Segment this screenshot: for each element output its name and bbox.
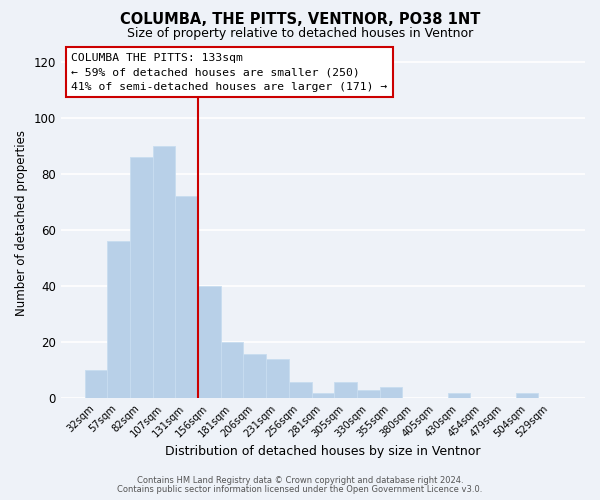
Bar bbox=[357, 390, 380, 398]
Bar bbox=[198, 286, 221, 399]
Bar bbox=[244, 354, 266, 399]
Bar bbox=[516, 393, 538, 398]
Bar bbox=[266, 359, 289, 399]
Bar bbox=[334, 382, 357, 398]
Text: Size of property relative to detached houses in Ventnor: Size of property relative to detached ho… bbox=[127, 28, 473, 40]
Text: COLUMBA THE PITTS: 133sqm
← 59% of detached houses are smaller (250)
41% of semi: COLUMBA THE PITTS: 133sqm ← 59% of detac… bbox=[71, 53, 388, 92]
Y-axis label: Number of detached properties: Number of detached properties bbox=[15, 130, 28, 316]
Text: Contains public sector information licensed under the Open Government Licence v3: Contains public sector information licen… bbox=[118, 485, 482, 494]
Bar bbox=[130, 157, 152, 398]
Bar bbox=[221, 342, 244, 398]
Text: COLUMBA, THE PITTS, VENTNOR, PO38 1NT: COLUMBA, THE PITTS, VENTNOR, PO38 1NT bbox=[120, 12, 480, 28]
X-axis label: Distribution of detached houses by size in Ventnor: Distribution of detached houses by size … bbox=[165, 444, 481, 458]
Bar bbox=[311, 393, 334, 398]
Bar bbox=[380, 387, 403, 398]
Bar bbox=[152, 146, 175, 399]
Bar bbox=[289, 382, 311, 398]
Bar bbox=[175, 196, 198, 398]
Bar bbox=[85, 370, 107, 398]
Bar bbox=[448, 393, 470, 398]
Text: Contains HM Land Registry data © Crown copyright and database right 2024.: Contains HM Land Registry data © Crown c… bbox=[137, 476, 463, 485]
Bar bbox=[107, 241, 130, 398]
